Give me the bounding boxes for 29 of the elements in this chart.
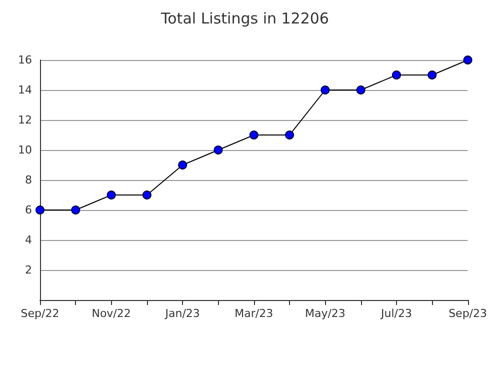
point — [214, 146, 223, 154]
y-tick-label: 16 — [18, 54, 32, 66]
point — [428, 70, 437, 80]
y-tick-label: 6 — [25, 204, 32, 216]
y-tick-label: 4 — [25, 234, 32, 246]
y-tick-label: 8 — [25, 174, 32, 186]
point — [392, 70, 401, 80]
point — [463, 56, 472, 64]
x-tick-label: Mar/23 — [234, 307, 274, 320]
point — [249, 130, 258, 140]
y-tick-label: 10 — [18, 144, 32, 156]
y-tick-label: 12 — [18, 114, 32, 126]
point — [71, 206, 80, 214]
point — [142, 190, 152, 200]
chart-title: Total Listings in 12206 — [160, 10, 329, 28]
y-tick-label: 14 — [18, 84, 32, 96]
point — [356, 86, 366, 94]
x-tick-label: Nov/22 — [92, 307, 131, 320]
x-tick-label: Jan/23 — [164, 307, 200, 320]
point — [178, 160, 188, 170]
x-tick-label: Sep/22 — [20, 307, 60, 320]
point — [106, 190, 116, 200]
point — [285, 130, 294, 140]
x-tick-label: Sep/23 — [448, 307, 487, 320]
x-tick-label: Jul/23 — [380, 307, 412, 320]
y-tick-label: 2 — [25, 264, 32, 276]
x-tick-label: May/23 — [304, 307, 346, 320]
point — [320, 86, 330, 94]
point — [36, 206, 44, 214]
